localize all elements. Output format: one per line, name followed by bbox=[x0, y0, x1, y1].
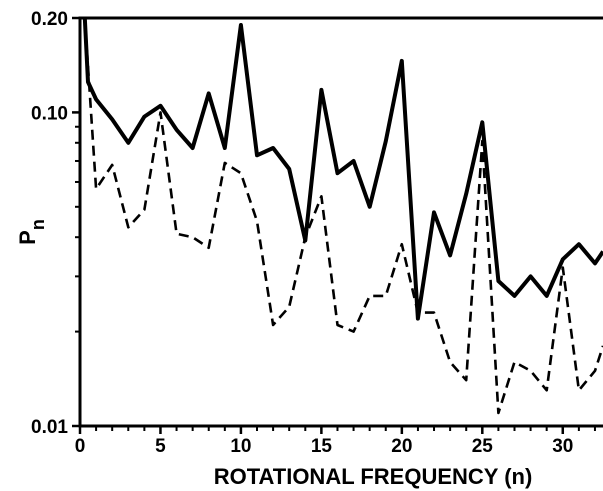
axes-layer bbox=[78, 16, 603, 428]
series-line-dashed bbox=[83, 17, 603, 415]
y-axis-title-letter: P bbox=[15, 230, 40, 245]
x-tick-label: 25 bbox=[472, 436, 494, 457]
y-tick-label: 0.01 bbox=[31, 417, 68, 438]
y-axis-title-main: Pn bbox=[15, 219, 48, 245]
x-axis-title: ROTATIONAL FREQUENCY (n) bbox=[214, 464, 533, 489]
x-tick-label: 30 bbox=[552, 436, 573, 457]
x-tick-label: 10 bbox=[230, 436, 251, 457]
y-axis-title-subscript: n bbox=[28, 219, 48, 230]
y-tick-label: 0.10 bbox=[31, 103, 68, 124]
series-line-solid bbox=[82, 17, 603, 321]
series-layer bbox=[82, 17, 603, 415]
x-tick-label: 0 bbox=[75, 436, 86, 457]
tick-layer: 0 5 10 15 20 25 30 0.01 0.10 0.20 bbox=[31, 9, 596, 457]
x-tick-label: 20 bbox=[391, 436, 412, 457]
y-axis-title: Pn bbox=[15, 219, 48, 245]
x-tick-label: 15 bbox=[311, 436, 333, 457]
x-tick-label: 5 bbox=[155, 436, 166, 457]
y-tick-label: 0.20 bbox=[31, 9, 68, 30]
